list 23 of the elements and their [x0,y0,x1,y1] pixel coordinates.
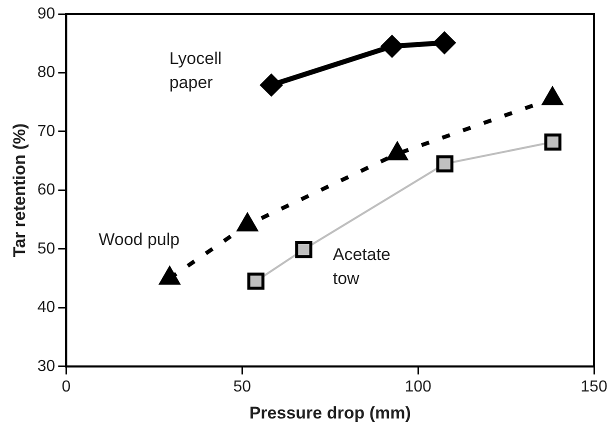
x-tick-label: 100 [404,378,432,396]
point [544,133,562,151]
y-tick-label: 60 [37,182,56,199]
y-tick-label: 90 [37,5,56,22]
y-tick-label: 70 [37,122,56,140]
x-axis-title: Pressure drop (mm) [249,403,411,422]
x-tick-label: 50 [233,378,252,396]
series-label: Wood pulp [98,230,180,249]
series-label: Acetate tow [332,244,391,288]
y-tick-label: 80 [37,64,56,82]
x-tick-label: 150 [580,378,608,396]
y-tick-label: 50 [37,240,56,258]
point [432,31,456,54]
text: Lyocell paper [169,48,222,92]
point [380,34,404,58]
y-tick-label: 30 [37,358,56,375]
point [247,272,264,290]
point [295,240,312,258]
y-axis-title: Tar retention (%) [10,123,29,258]
point [260,74,283,97]
point [436,155,454,172]
y-tick-label: 40 [37,299,56,316]
x-tick-label: 0 [62,378,71,396]
